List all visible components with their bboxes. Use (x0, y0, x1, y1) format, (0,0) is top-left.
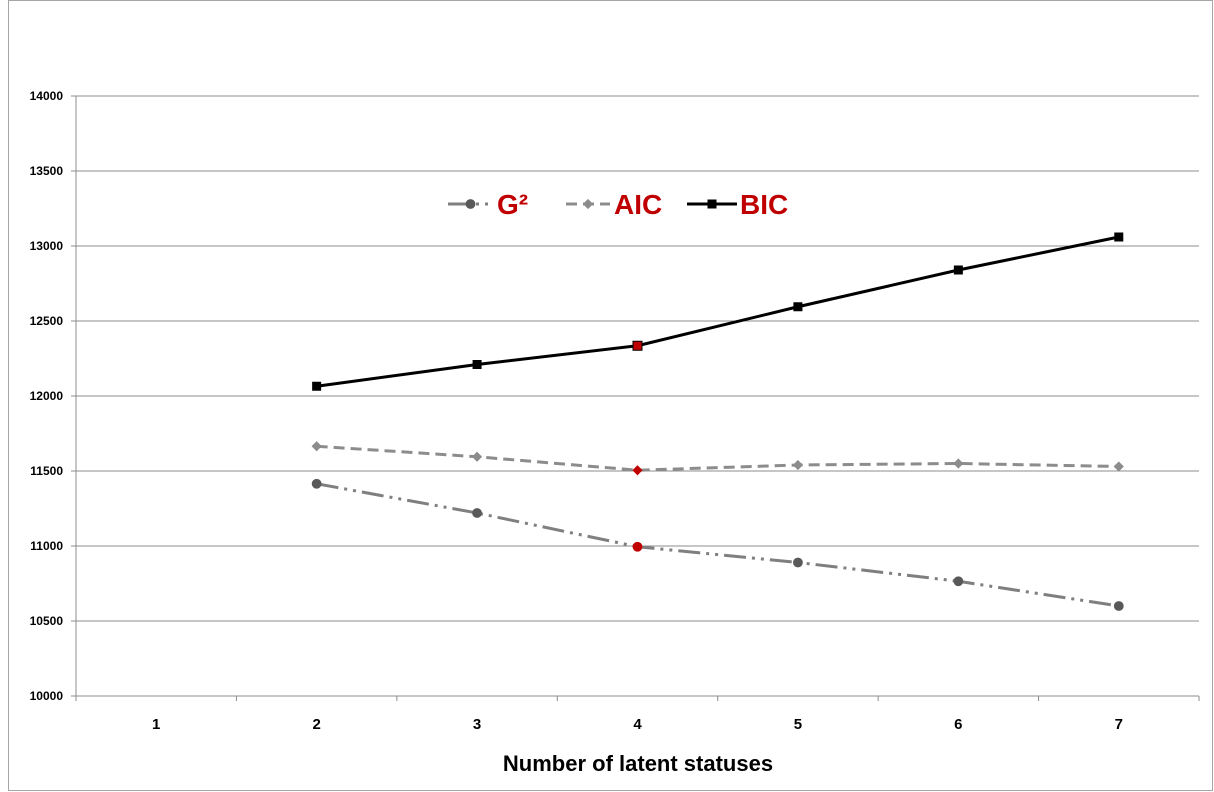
data-point-marker (953, 576, 964, 587)
y-tick-label: 13500 (30, 164, 64, 178)
legend-entry: AIC (566, 189, 662, 220)
legend: G² AIC BIC (448, 189, 788, 220)
legend-label: AIC (614, 189, 662, 220)
series-line (316, 444, 1119, 472)
data-point-marker (1113, 601, 1124, 611)
axes (75, 96, 1199, 701)
y-tick-label: 12000 (30, 389, 64, 403)
legend-label: BIC (740, 189, 788, 220)
legend-swatch-marker (707, 199, 717, 209)
x-tick-label: 5 (794, 716, 802, 733)
data-point-marker (1114, 232, 1124, 242)
series-square (312, 232, 1124, 391)
data-point-marker (953, 458, 964, 469)
x-tick-label: 6 (954, 716, 962, 733)
data-point-marker (792, 459, 803, 471)
series-circle (311, 478, 1124, 611)
y-tick-label: 12500 (30, 314, 64, 328)
y-tick-label: 11000 (30, 539, 63, 553)
x-tick-label: 1 (152, 716, 160, 733)
y-tick-label: 14000 (30, 89, 64, 103)
y-tick-label: 10500 (30, 614, 64, 628)
data-point-marker (472, 360, 482, 369)
data-point-marker (1113, 461, 1124, 472)
data-point-marker (632, 465, 643, 476)
data-point-marker (311, 478, 322, 489)
data-point-marker (311, 441, 322, 452)
series-diamond (311, 441, 1124, 476)
gridlines (76, 95, 1199, 622)
x-tick-label: 4 (633, 716, 642, 733)
legend-entry: G² (448, 189, 528, 220)
series-group (311, 232, 1124, 611)
y-tick-label: 10000 (30, 689, 64, 703)
x-tick-label: 3 (473, 716, 481, 733)
data-point-marker (312, 381, 322, 391)
legend-swatch-marker (465, 199, 476, 209)
y-tick-label: 13000 (30, 239, 64, 253)
legend-entry: BIC (687, 189, 788, 220)
data-point-marker (632, 340, 643, 351)
data-point-marker (793, 557, 803, 568)
x-axis-ticks: 1 2 3 4 5 6 7 (75, 696, 1200, 733)
data-point-marker (632, 541, 643, 552)
data-point-marker (472, 451, 483, 462)
y-axis-ticks: 10000 10500 11000 11500 12000 12500 13000 13500… (30, 89, 76, 703)
data-point-marker (953, 265, 963, 275)
data-point-marker (472, 508, 482, 518)
y-tick-label: 11500 (30, 464, 63, 478)
x-tick-label: 7 (1115, 716, 1123, 733)
x-tick-label: 2 (312, 716, 320, 733)
x-axis-label: Number of latent statuses (503, 751, 773, 776)
legend-label: G² (497, 189, 528, 220)
series-line (316, 235, 1120, 388)
legend-swatch-marker (582, 198, 594, 210)
data-point-marker (793, 302, 803, 312)
series-line (316, 482, 1120, 608)
